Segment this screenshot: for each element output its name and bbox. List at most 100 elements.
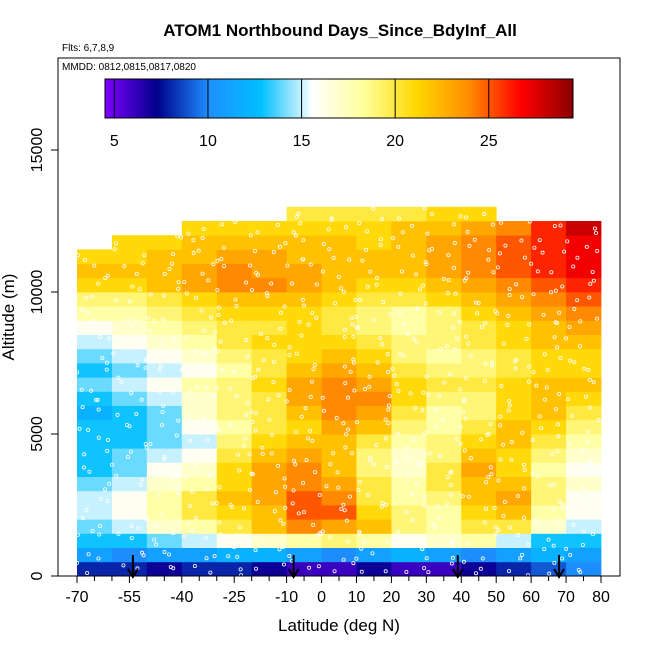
- sample-point: [279, 310, 284, 315]
- sample-point: [590, 269, 595, 274]
- heatmap-cell: [251, 292, 287, 307]
- sample-point: [489, 360, 494, 365]
- sample-point: [329, 216, 334, 221]
- heatmap-cell: [251, 221, 287, 236]
- sample-point: [310, 311, 315, 316]
- heatmap-cell: [461, 391, 497, 406]
- sample-point: [236, 452, 241, 457]
- heatmap-cell: [356, 206, 392, 222]
- sample-point: [205, 438, 210, 443]
- sample-point: [204, 556, 209, 561]
- sample-point: [148, 329, 153, 334]
- heatmap-cell: [496, 363, 532, 378]
- heatmap-cell: [111, 476, 148, 492]
- heatmap-cell: [321, 320, 357, 335]
- heatmap-cell: [181, 334, 218, 350]
- heatmap-cell: [426, 292, 462, 307]
- sample-point: [112, 247, 117, 252]
- sample-point: [139, 397, 144, 402]
- heatmap-cell: [321, 434, 357, 449]
- sample-point: [482, 520, 487, 525]
- sample-point: [339, 506, 344, 511]
- sample-point: [129, 391, 134, 396]
- sample-point: [526, 542, 531, 547]
- sample-point: [98, 523, 103, 528]
- sample-point: [535, 269, 540, 274]
- heatmap-cell: [356, 348, 392, 364]
- heatmap-cell: [321, 263, 357, 279]
- sample-point: [379, 504, 384, 509]
- sample-point: [454, 436, 459, 441]
- sample-point: [421, 283, 426, 288]
- sample-point: [421, 390, 426, 395]
- sample-point: [549, 290, 554, 295]
- sample-point: [348, 369, 353, 374]
- sample-point: [341, 557, 346, 562]
- sample-point: [105, 499, 110, 504]
- sample-point: [507, 287, 512, 292]
- sample-point: [514, 282, 519, 287]
- sample-point: [524, 336, 529, 341]
- sample-point: [476, 301, 481, 306]
- heatmap-cell: [531, 405, 567, 421]
- sample-point: [237, 468, 242, 473]
- heatmap-cell: [391, 462, 427, 477]
- sample-point: [522, 467, 527, 472]
- sample-point: [508, 525, 513, 530]
- heatmap-cell: [356, 377, 392, 392]
- sample-point: [484, 506, 489, 511]
- sample-point: [550, 452, 555, 457]
- heatmap-cell: [146, 292, 183, 307]
- sample-point: [586, 368, 591, 373]
- heatmap-cell: [496, 519, 532, 534]
- sample-point: [449, 469, 454, 474]
- sample-point: [80, 516, 85, 521]
- sample-point: [174, 486, 179, 491]
- sample-point: [367, 384, 372, 389]
- sample-point: [143, 365, 148, 370]
- sample-point: [277, 547, 282, 552]
- sample-point: [317, 493, 322, 498]
- heatmap-cell: [391, 419, 427, 435]
- sample-point: [186, 231, 191, 236]
- sample-point: [311, 367, 316, 372]
- heatmap-cell: [181, 419, 218, 435]
- sample-point: [103, 487, 108, 492]
- sample-point: [203, 352, 208, 357]
- sample-point: [248, 263, 253, 268]
- sample-point: [107, 481, 112, 486]
- heatmap-cell: [566, 306, 602, 321]
- sample-point: [200, 271, 205, 276]
- heatmap-cell: [181, 306, 218, 321]
- heatmap-cell: [111, 377, 148, 392]
- sample-point: [438, 347, 443, 352]
- heatmap-cell: [566, 519, 602, 534]
- sample-point: [127, 424, 132, 429]
- heatmap-cell: [531, 235, 567, 250]
- heatmap-cell: [426, 348, 462, 364]
- sample-point: [546, 537, 551, 542]
- sample-point: [233, 297, 238, 302]
- sample-point: [294, 429, 299, 434]
- heatmap-cell: [321, 377, 357, 392]
- sample-point: [298, 221, 303, 226]
- sample-point: [576, 567, 581, 572]
- sample-point: [116, 531, 121, 536]
- sample-point: [493, 531, 498, 536]
- sample-point: [491, 270, 496, 275]
- heatmap-cell: [77, 249, 113, 264]
- sample-point: [479, 437, 484, 442]
- heatmap-cell: [461, 263, 497, 279]
- heatmap-cell: [426, 320, 462, 335]
- heatmap-cell: [111, 320, 148, 335]
- sample-point: [109, 462, 114, 467]
- heatmap-cell: [426, 334, 462, 350]
- sample-point: [495, 311, 500, 316]
- sample-point: [208, 570, 213, 575]
- sample-point: [561, 505, 566, 510]
- sample-point: [357, 529, 362, 534]
- sample-point: [587, 295, 592, 300]
- sample-point: [424, 262, 429, 267]
- sample-point: [75, 532, 80, 537]
- heatmap-cell: [531, 221, 567, 236]
